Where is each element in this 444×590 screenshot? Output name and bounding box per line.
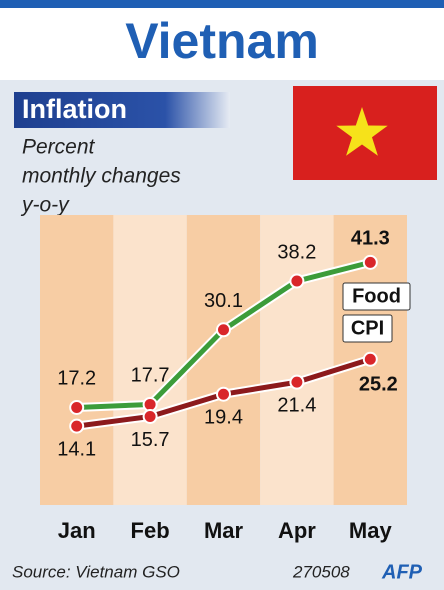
marker (289, 273, 305, 289)
chart-title: Vietnam (125, 13, 319, 69)
marker (216, 322, 231, 338)
logo: AFP (381, 561, 423, 583)
data-label: 38.2 (277, 241, 316, 263)
marker (69, 418, 85, 434)
column-band (260, 215, 334, 505)
data-label: 25.2 (359, 374, 398, 396)
data-label: 15.7 (131, 429, 170, 451)
marker (216, 386, 231, 402)
data-label: 14.1 (57, 438, 96, 460)
data-label: 17.2 (57, 368, 96, 390)
data-label: 41.3 (351, 228, 390, 250)
data-label: 19.4 (204, 406, 243, 428)
data-label: 17.7 (131, 365, 170, 387)
code: 270508 (292, 562, 350, 581)
data-label: 21.4 (277, 394, 316, 416)
legend-box (342, 282, 411, 311)
legend-label: CPI (351, 317, 384, 339)
legend-label: Food (352, 285, 401, 307)
x-tick-label: Apr (278, 518, 316, 543)
x-tick-label: Mar (204, 518, 244, 543)
column-band (40, 215, 114, 505)
y-label: y-o-y (20, 194, 70, 217)
legend-box (342, 314, 393, 343)
subtitle: Inflation (22, 94, 127, 124)
x-tick-label: Jan (58, 518, 96, 543)
y-label: monthly changes (22, 165, 181, 188)
marker (289, 374, 305, 390)
source: Source: Vietnam GSO (12, 562, 180, 581)
x-tick-label: Feb (131, 518, 170, 543)
y-label: Percent (22, 136, 96, 159)
marker (142, 408, 158, 424)
subtitle-box (14, 92, 230, 128)
flag-star (336, 107, 388, 156)
plot: Jan Feb Mar Apr May 17.2 17.7 30.1 38.2 41.3 14.1 1… (40, 215, 411, 543)
top-strip (0, 0, 444, 8)
flag (293, 86, 437, 180)
data-label: 30.1 (204, 290, 243, 312)
x-tick-label: May (349, 518, 393, 543)
marker (69, 399, 85, 415)
column-band (113, 215, 187, 505)
marker (362, 351, 378, 367)
marker (362, 254, 378, 270)
